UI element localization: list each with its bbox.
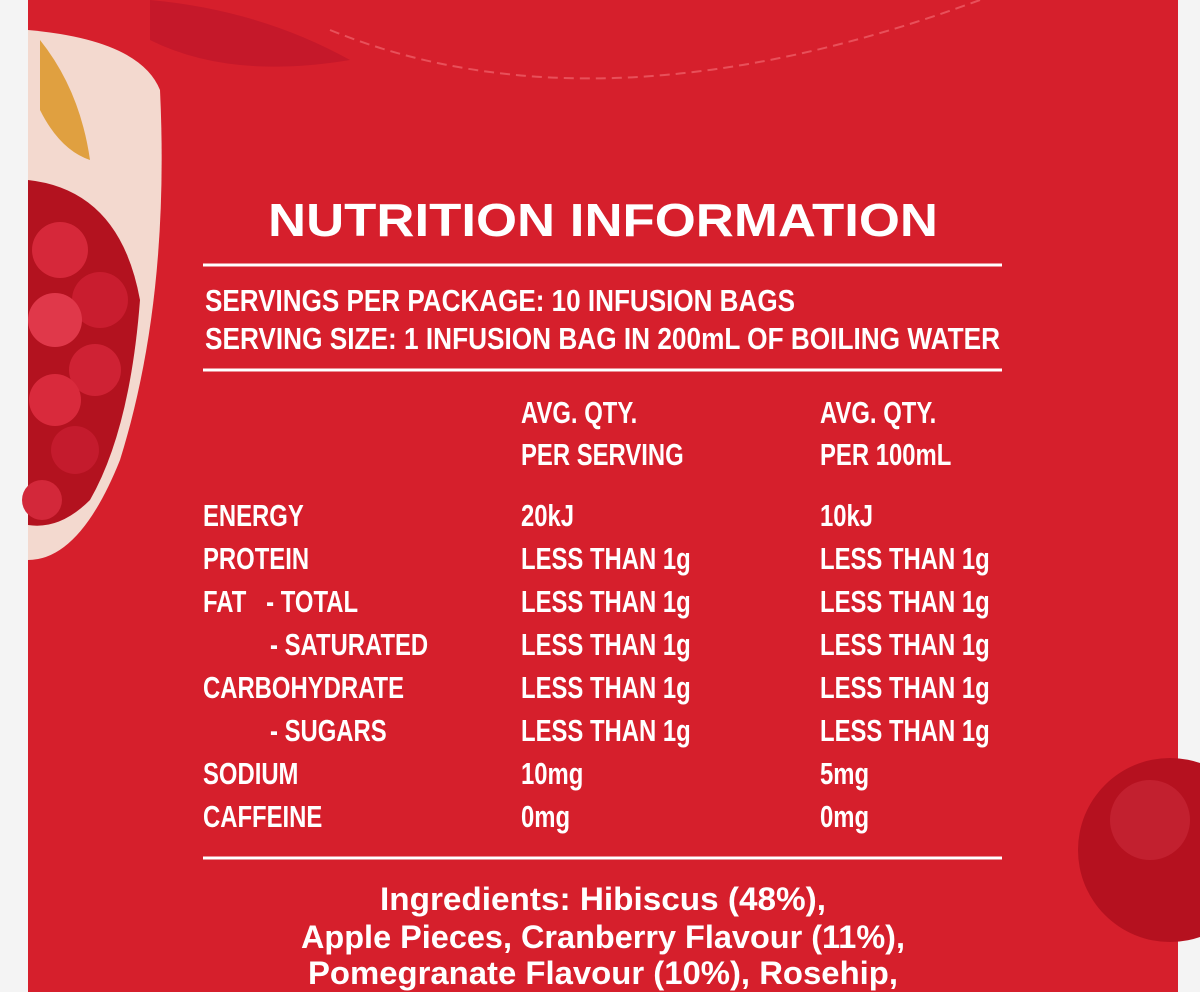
cell: LESS THAN 1g <box>820 713 990 748</box>
nutrition-table: AVG. QTY. PER SERVING AVG. QTY. PER 100mL EN… <box>203 395 990 834</box>
ingredients-line: Pomegranate Flavour (10%), Rosehip, <box>308 955 898 991</box>
column-header: AVG. QTY. <box>521 395 637 430</box>
servings-line: SERVINGS PER PACKAGE: 10 INFUSION BAGS <box>205 283 795 318</box>
ingredients-line: Apple Pieces, Cranberry Flavour (11%), <box>301 919 905 955</box>
cell: LESS THAN 1g <box>820 584 990 619</box>
column-header: PER SERVING <box>521 437 684 472</box>
servings-line: SERVING SIZE: 1 INFUSION BAG IN 200mL OF… <box>205 321 1000 356</box>
dashed-curve <box>329 0 981 80</box>
cell: 10kJ <box>820 498 873 533</box>
red-panel <box>28 0 1178 992</box>
row-label: CAFFEINE <box>203 799 322 834</box>
cell: LESS THAN 1g <box>820 670 990 705</box>
ingredients-line: Ingredients: Hibiscus (48%), <box>380 881 826 917</box>
cell: LESS THAN 1g <box>521 627 691 662</box>
cell: 5mg <box>820 756 869 791</box>
cell: LESS THAN 1g <box>521 670 691 705</box>
row-label: CARBOHYDRATE <box>203 670 404 705</box>
row-label: ENERGY <box>203 498 304 533</box>
row-label: PROTEIN <box>203 541 309 576</box>
cell: LESS THAN 1g <box>521 713 691 748</box>
pomegranate-left <box>22 0 350 560</box>
cranberry-highlight <box>1110 780 1190 860</box>
title: NUTRITION INFORMATION <box>268 194 938 246</box>
cell: LESS THAN 1g <box>820 541 990 576</box>
row-label: - SUGARS <box>270 713 387 748</box>
column-header: PER 100mL <box>820 437 951 472</box>
row-label: FAT - TOTAL <box>203 584 358 619</box>
cell: LESS THAN 1g <box>521 584 691 619</box>
cell: 20kJ <box>521 498 574 533</box>
column-header: AVG. QTY. <box>820 395 936 430</box>
row-label: - SATURATED <box>270 627 428 662</box>
cell: 0mg <box>820 799 869 834</box>
row-label: SODIUM <box>203 756 298 791</box>
cell: 0mg <box>521 799 570 834</box>
cell: 10mg <box>521 756 583 791</box>
cell: LESS THAN 1g <box>521 541 691 576</box>
cell: LESS THAN 1g <box>820 627 990 662</box>
